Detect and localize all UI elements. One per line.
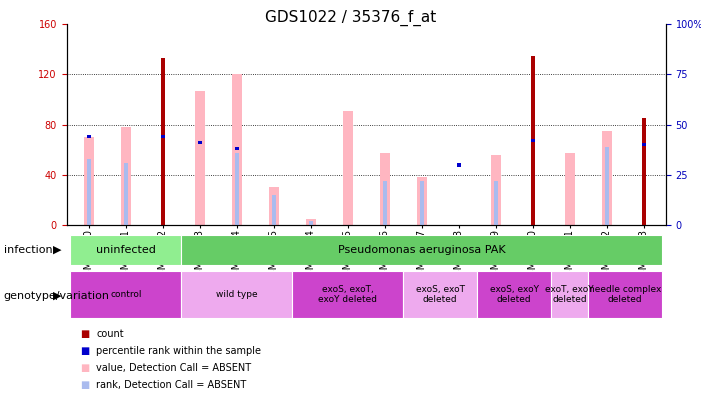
Bar <box>309 221 313 225</box>
Text: rank, Detection Call = ABSENT: rank, Detection Call = ABSENT <box>96 380 246 390</box>
Bar <box>403 271 477 318</box>
Text: ▶: ▶ <box>53 291 62 301</box>
Text: genotype/variation: genotype/variation <box>4 291 109 301</box>
Text: exoS, exoT,
exoY deleted: exoS, exoT, exoY deleted <box>318 285 377 304</box>
Bar <box>161 58 165 225</box>
Bar <box>268 187 279 225</box>
Bar <box>182 235 662 265</box>
Bar <box>641 143 646 147</box>
Text: GDS1022 / 35376_f_at: GDS1022 / 35376_f_at <box>265 10 436 26</box>
Bar <box>531 139 535 143</box>
Bar <box>306 219 316 225</box>
Text: ■: ■ <box>81 363 90 373</box>
Bar <box>642 118 646 225</box>
Bar <box>416 177 427 225</box>
Text: Pseudomonas aeruginosa PAK: Pseudomonas aeruginosa PAK <box>338 245 505 255</box>
Bar <box>231 75 242 225</box>
Text: exoS, exoT
deleted: exoS, exoT deleted <box>416 285 465 304</box>
Text: control: control <box>110 290 142 299</box>
Bar <box>161 135 165 139</box>
Bar <box>420 181 423 225</box>
Text: exoS, exoY
deleted: exoS, exoY deleted <box>490 285 539 304</box>
Bar <box>477 271 551 318</box>
Bar <box>343 111 353 225</box>
Text: exoT, exoY
deleted: exoT, exoY deleted <box>545 285 594 304</box>
Bar <box>456 163 461 166</box>
Bar <box>235 153 238 225</box>
Text: ■: ■ <box>81 380 90 390</box>
Bar <box>551 271 588 318</box>
Bar <box>87 159 90 225</box>
Bar <box>182 271 292 318</box>
Text: infection: infection <box>4 245 52 255</box>
Text: wild type: wild type <box>216 290 257 299</box>
Bar <box>272 195 275 225</box>
Text: value, Detection Call = ABSENT: value, Detection Call = ABSENT <box>96 363 251 373</box>
Bar <box>121 127 131 225</box>
Text: uninfected: uninfected <box>96 245 156 255</box>
Bar <box>292 271 403 318</box>
Text: ■: ■ <box>81 346 90 356</box>
Bar <box>383 181 387 225</box>
Bar <box>531 55 535 225</box>
Bar <box>564 153 575 225</box>
Bar <box>380 153 390 225</box>
Bar <box>83 137 94 225</box>
Bar <box>235 147 239 151</box>
Bar <box>494 181 498 225</box>
Bar <box>588 271 662 318</box>
Bar <box>601 131 612 225</box>
Text: needle complex
deleted: needle complex deleted <box>589 285 662 304</box>
Bar <box>491 155 501 225</box>
Bar <box>87 135 91 139</box>
Bar <box>70 271 182 318</box>
Bar <box>195 91 205 225</box>
Text: ▶: ▶ <box>53 245 62 255</box>
Bar <box>198 141 202 145</box>
Bar <box>605 147 608 225</box>
Text: count: count <box>96 329 123 339</box>
Text: percentile rank within the sample: percentile rank within the sample <box>96 346 261 356</box>
Bar <box>70 235 182 265</box>
Bar <box>124 163 128 225</box>
Text: ■: ■ <box>81 329 90 339</box>
